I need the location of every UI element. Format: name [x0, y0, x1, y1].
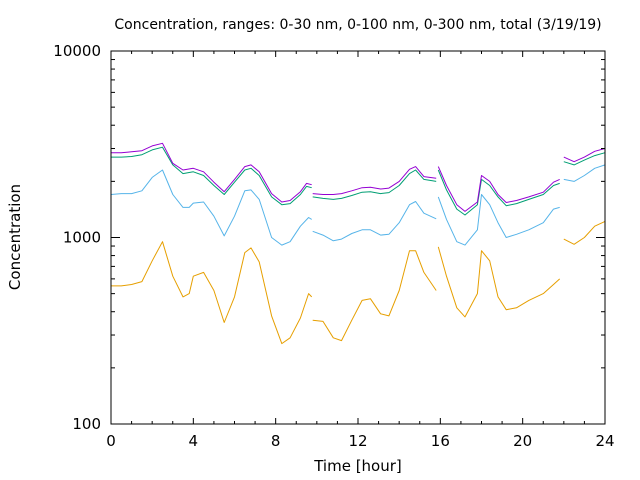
x-axis-label: Time [hour]	[313, 457, 402, 475]
series-line-3	[111, 146, 312, 206]
series-line-4	[111, 142, 312, 203]
series-line-2	[563, 164, 606, 182]
series-line-1	[563, 220, 606, 245]
series-line-4	[312, 166, 437, 195]
y-axis-label: Concentration	[6, 184, 24, 290]
ticks-layer: 0 4 8 12 16 20 24 100 1000 10000	[53, 42, 614, 450]
x-tick-label: 8	[271, 432, 281, 450]
series-line-4	[437, 166, 560, 212]
x-tick-label: 24	[595, 432, 614, 450]
plot-frame	[110, 50, 606, 425]
series-layer	[110, 142, 606, 345]
series-line-3	[437, 169, 560, 216]
x-tick-label: 4	[189, 432, 199, 450]
x-tick-label: 16	[431, 432, 450, 450]
x-tick-label: 0	[106, 432, 116, 450]
series-line-3	[563, 152, 606, 166]
series-line-4	[563, 148, 606, 163]
series-line-1	[312, 250, 437, 342]
y-tick-label: 10000	[53, 42, 101, 60]
series-line-3	[312, 169, 437, 200]
series-line-1	[111, 241, 313, 345]
y-tick-label: 100	[72, 415, 101, 433]
series-line-2	[437, 194, 560, 246]
y-tick-label: 1000	[63, 229, 101, 247]
chart-title: Concentration, ranges: 0-30 nm, 0-100 nm…	[114, 17, 601, 33]
series-line-2	[312, 201, 437, 242]
series-line-2	[110, 169, 312, 246]
series-line-1	[437, 246, 561, 318]
x-tick-label: 12	[348, 432, 367, 450]
x-tick-label: 20	[513, 432, 532, 450]
